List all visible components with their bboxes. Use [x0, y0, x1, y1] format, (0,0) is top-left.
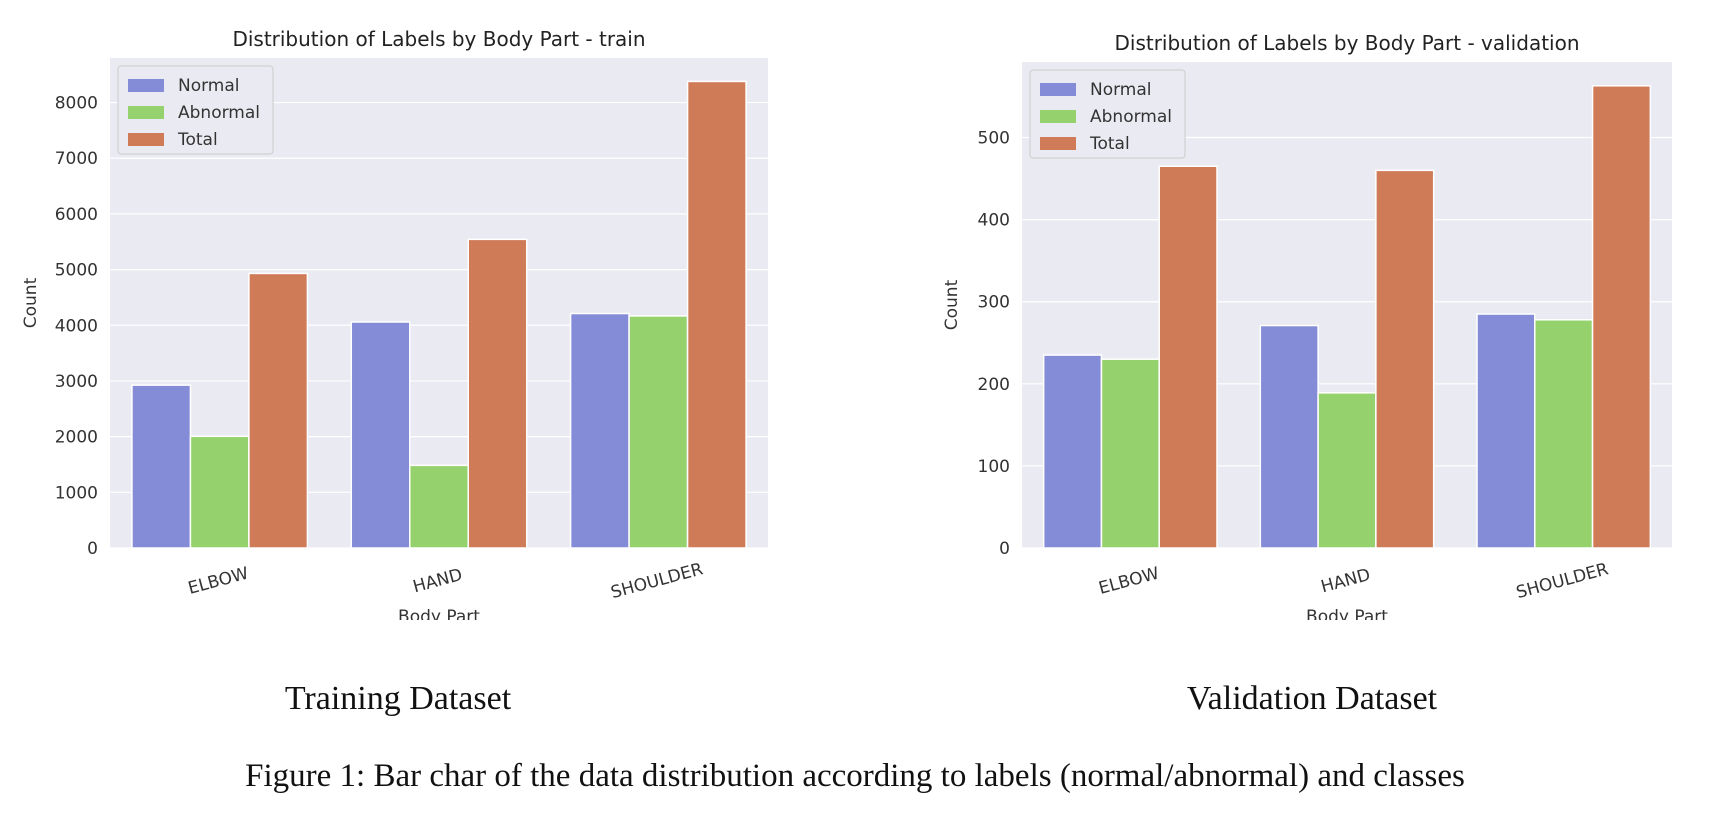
figure-caption: Figure 1: Bar char of the data distribut…	[245, 758, 1465, 794]
bar-total-hand	[467, 238, 528, 549]
x-axis-label: Body Part	[398, 607, 480, 620]
x-tick-label: HAND	[1319, 565, 1373, 597]
bar-abnormal-hand	[1317, 392, 1377, 549]
x-tick-label: HAND	[411, 565, 465, 597]
y-tick-label: 400	[978, 211, 1010, 231]
y-tick-label: 8000	[55, 94, 98, 114]
y-tick-label: 0	[87, 539, 98, 559]
y-tick-label: 0	[999, 539, 1010, 559]
y-tick-label: 7000	[55, 149, 98, 169]
y-axis-label: Count	[942, 279, 962, 330]
y-tick-label: 200	[978, 375, 1010, 395]
training-dataset-subcaption: Training Dataset	[284, 680, 512, 717]
bar-total-elbow	[1158, 165, 1218, 549]
bar-normal-hand	[1259, 324, 1319, 549]
x-tick-label: SHOULDER	[609, 559, 706, 603]
y-tick-label: 3000	[55, 372, 98, 392]
bar-total-hand	[1375, 169, 1435, 549]
bar-normal-elbow	[1042, 354, 1103, 549]
bar-abnormal-elbow	[189, 435, 250, 549]
chart-title: Distribution of Labels by Body Part - tr…	[232, 27, 645, 51]
bar-abnormal-hand	[409, 464, 469, 549]
legend-label-abnormal: Abnormal	[178, 103, 260, 123]
y-tick-label: 6000	[55, 205, 98, 225]
bar-total-shoulder	[686, 80, 747, 549]
validation-bar-chart: 0 100 200 300 400 500 ELBOW HAND SHOULDER Distrib…	[942, 31, 1672, 620]
legend-label-normal: Normal	[1090, 80, 1152, 100]
legend-label-total: Total	[1089, 134, 1130, 154]
legend-swatch-abnormal	[128, 106, 164, 119]
bar-abnormal-elbow	[1100, 358, 1160, 549]
x-tick-label: SHOULDER	[1514, 559, 1611, 603]
y-axis-label: Count	[21, 277, 41, 328]
bar-abnormal-shoulder	[628, 315, 689, 549]
bar-normal-hand	[350, 321, 411, 549]
legend-label-abnormal: Abnormal	[1090, 107, 1172, 127]
legend-swatch-normal	[1040, 83, 1076, 96]
bar-total-elbow	[248, 272, 309, 549]
legend: Normal Abnormal Total	[1029, 69, 1186, 159]
y-tick-label: 1000	[55, 483, 98, 503]
train-bar-chart: 0 1000 2000 3000 4000 5000 6000 7000 8000 ELBOW HA…	[21, 27, 768, 620]
bar-abnormal-shoulder	[1534, 319, 1594, 549]
y-tick-label: 300	[978, 293, 1010, 313]
bar-normal-shoulder	[1476, 313, 1536, 549]
legend-label-total: Total	[177, 130, 218, 150]
x-tick-label: ELBOW	[1097, 563, 1162, 598]
legend-swatch-total	[1040, 137, 1076, 150]
bar-total-shoulder	[1591, 85, 1652, 549]
legend-swatch-total	[128, 133, 164, 146]
x-tick-label: ELBOW	[186, 563, 251, 598]
legend: Normal Abnormal Total	[117, 65, 274, 155]
y-tick-label: 100	[978, 457, 1010, 477]
y-tick-label: 4000	[55, 316, 98, 336]
y-tick-label: 500	[978, 129, 1010, 149]
validation-dataset-subcaption: Validation Dataset	[1186, 680, 1438, 717]
legend-swatch-abnormal	[1040, 110, 1076, 123]
bar-normal-elbow	[131, 384, 192, 549]
y-tick-label: 5000	[55, 261, 98, 281]
y-tick-label: 2000	[55, 428, 98, 448]
bar-normal-shoulder	[569, 312, 630, 549]
chart-title: Distribution of Labels by Body Part - va…	[1114, 31, 1579, 55]
legend-label-normal: Normal	[178, 76, 240, 96]
x-axis-label: Body Part	[1306, 607, 1388, 620]
legend-swatch-normal	[128, 79, 164, 92]
